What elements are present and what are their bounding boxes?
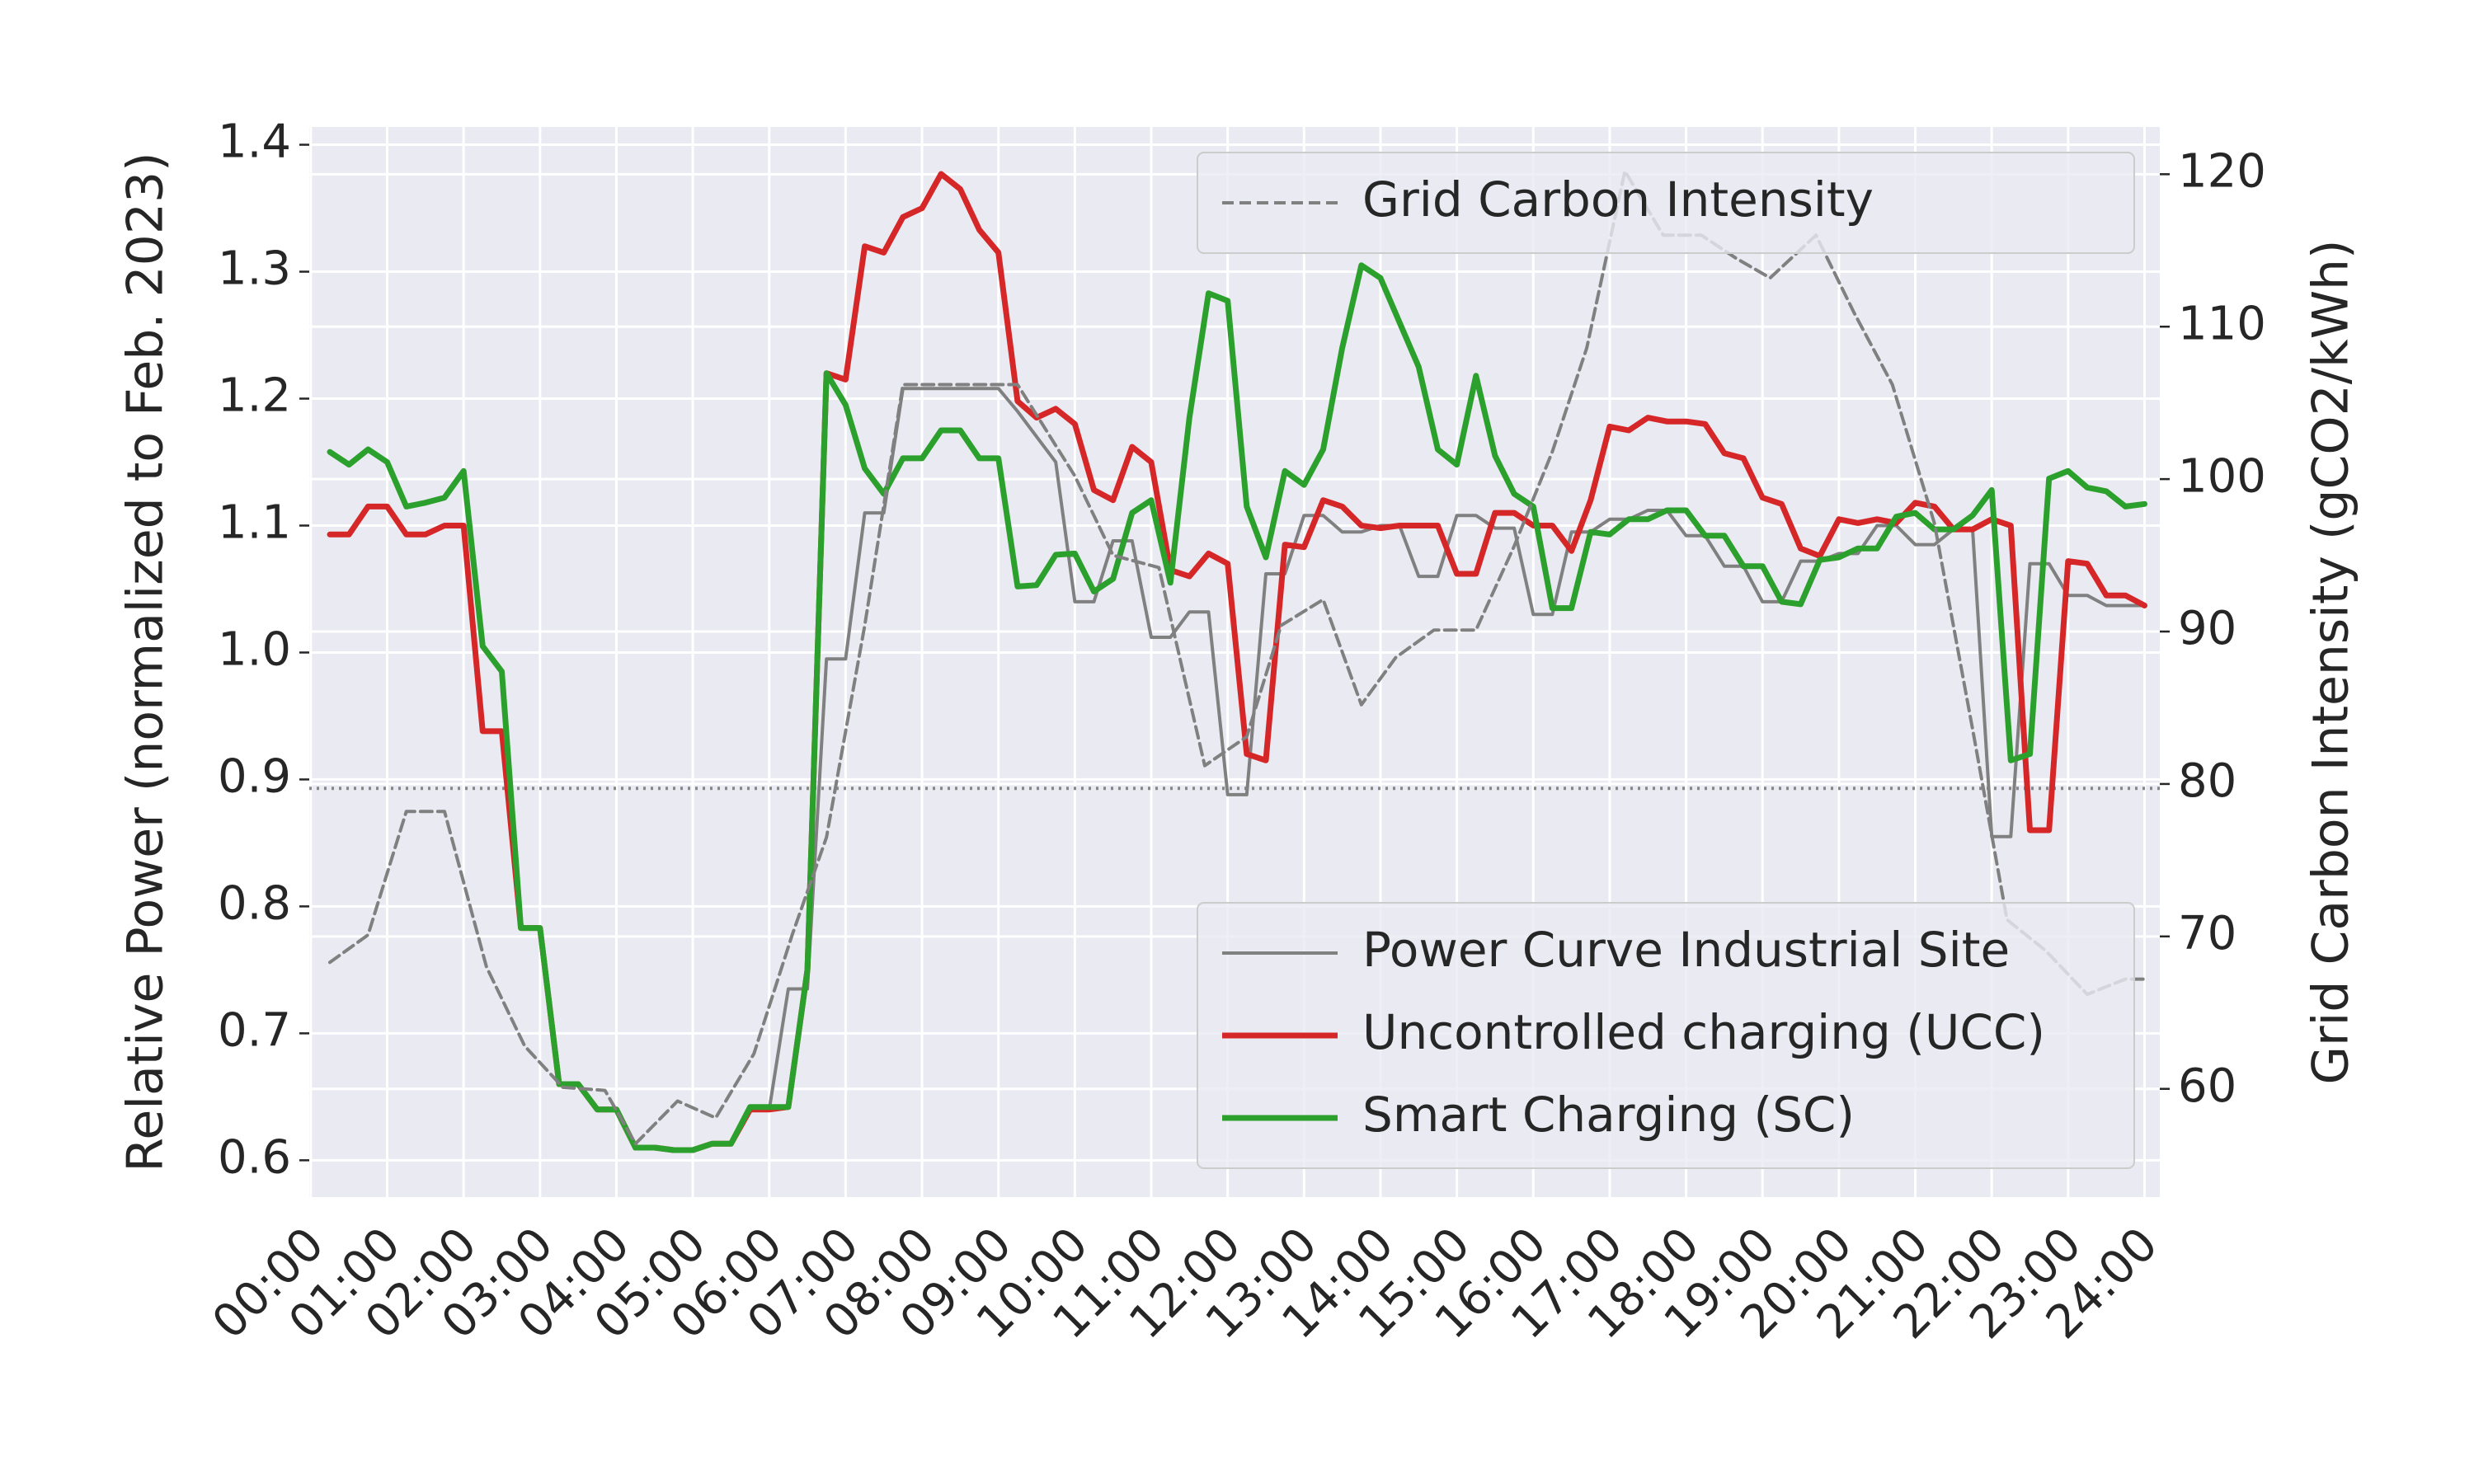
legend: Power Curve Industrial Site Uncontrolled …: [1197, 902, 2135, 1169]
series-line: [328, 169, 2147, 1146]
legend-label: Uncontrolled charging (UCC): [1362, 1004, 2045, 1060]
y2-tick-label: 60: [2178, 1059, 2236, 1113]
plot-marks: [309, 169, 2160, 1153]
y2-axis-label: Grid Carbon Intensity (gCO2/kWh): [2302, 240, 2360, 1085]
legend: Grid Carbon Intensity: [1197, 152, 2135, 254]
legend-box: [1197, 152, 2135, 254]
y-tick-label: 0.8: [218, 877, 291, 931]
y2-tick-label: 70: [2178, 907, 2236, 960]
y2-tick-label: 80: [2178, 754, 2236, 808]
y2-tick-label: 120: [2178, 144, 2266, 198]
y-tick-label: 1.3: [218, 242, 291, 296]
y2-tick-label: 110: [2178, 297, 2266, 350]
legend-label: Power Curve Industrial Site: [1362, 922, 2010, 978]
y-tick-label: 0.6: [218, 1130, 291, 1184]
y-axis-label: Relative Power (normalized to Feb. 2023): [117, 152, 175, 1172]
y-tick-label: 0.9: [218, 750, 291, 804]
y-tick-label: 0.7: [218, 1004, 291, 1058]
y-tick-label: 1.1: [218, 496, 291, 550]
legend-label: Smart Charging (SC): [1362, 1087, 1855, 1143]
y2-tick-label: 100: [2178, 449, 2266, 503]
legend-box: [1197, 902, 2135, 1169]
y-tick-label: 1.0: [218, 623, 291, 677]
series-line: [327, 262, 2147, 1153]
legend-label: Grid Carbon Intensity: [1362, 171, 1874, 228]
y-tick-label: 1.4: [218, 115, 291, 169]
y2-tick-label: 90: [2178, 602, 2236, 655]
y-tick-label: 1.2: [218, 369, 291, 423]
